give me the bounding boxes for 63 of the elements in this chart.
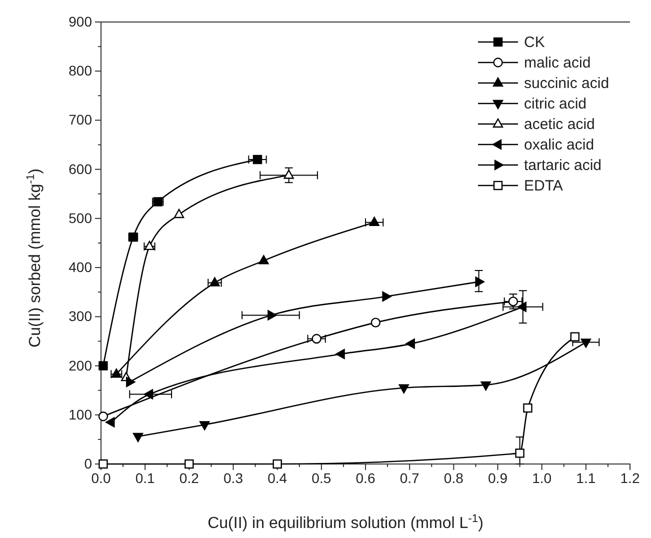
point [210, 277, 220, 286]
x-tick-label: 0.9 [488, 470, 508, 486]
point [106, 417, 115, 428]
x-tick-label: 0.2 [179, 470, 200, 486]
x-axis-title: Cu(II) in equilibrium solution (mmol L$^{-1}$) [208, 513, 484, 532]
point [570, 332, 580, 342]
point [258, 255, 269, 264]
y-tick-label: 0 [84, 455, 92, 472]
point [268, 310, 277, 320]
x-tick-label: 1.1 [576, 470, 596, 486]
point [515, 448, 524, 458]
point [523, 403, 532, 413]
legend-label: citric acid [524, 96, 587, 112]
legend-label: oxalic acid [524, 136, 594, 154]
point [284, 170, 294, 179]
point [144, 389, 154, 400]
point [312, 334, 322, 344]
x-tick-label: 0.3 [224, 470, 244, 486]
point [517, 302, 526, 312]
legend-label: malic acid [524, 54, 591, 72]
point [580, 338, 592, 348]
x-tick-label: 0.7 [400, 470, 420, 486]
x-tick-label: 0.1 [135, 470, 156, 486]
point [98, 412, 108, 422]
point [336, 348, 345, 360]
x-tick-label: 1.2 [620, 470, 640, 486]
point [475, 276, 484, 287]
point [406, 338, 415, 349]
x-tick-label: 0.6 [356, 470, 376, 486]
y-tick-label: 600 [68, 160, 92, 177]
point [184, 459, 194, 469]
legend-label: CK [524, 34, 545, 51]
point [369, 216, 380, 226]
point [98, 459, 108, 469]
point [272, 459, 282, 469]
y-tick-label: 500 [68, 210, 92, 226]
point [126, 376, 136, 388]
legend-label: EDTA [524, 178, 563, 194]
y-tick-label: 100 [68, 406, 92, 422]
x-tick-label: 0.8 [444, 470, 464, 486]
x-tick-label: 1.0 [532, 470, 552, 486]
point [174, 208, 184, 218]
point [398, 384, 409, 394]
y-tick-label: 200 [68, 357, 92, 374]
legend-label: succinic acid [524, 75, 610, 92]
point [370, 318, 380, 328]
point [252, 154, 262, 164]
y-tick-label: 300 [68, 308, 92, 324]
y-tick-label: 800 [68, 62, 92, 79]
y-tick-label: 900 [68, 13, 92, 30]
point [480, 381, 491, 391]
point [98, 361, 108, 370]
point [132, 432, 144, 442]
point [508, 296, 518, 306]
y-tick-label: 400 [68, 259, 92, 276]
point [199, 421, 210, 430]
y-tick-label: 700 [68, 112, 92, 128]
x-tick-label: 0.0 [91, 470, 111, 486]
x-tick-label: 0.4 [268, 470, 288, 486]
legend-label: tartaric acid [524, 157, 602, 174]
x-tick-label: 0.5 [312, 470, 332, 486]
legend-label: acetic acid [524, 116, 595, 133]
point [382, 291, 392, 302]
